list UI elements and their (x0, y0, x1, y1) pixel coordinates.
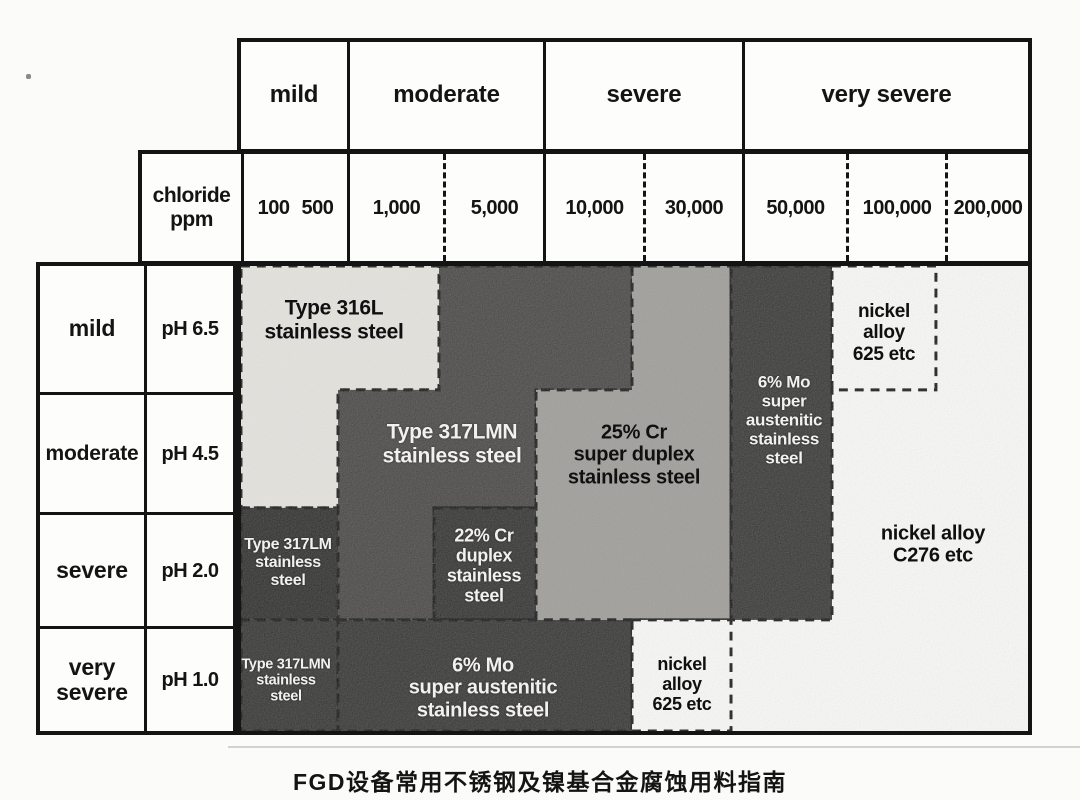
chloride-value-1000: 1,000 (347, 154, 443, 261)
chart-caption: FGD设备常用不锈钢及镍基合金腐蚀用料指南 (292, 769, 788, 795)
severity-header-mild: mild (269, 81, 319, 109)
row-severity-severe: severe (40, 512, 144, 626)
row-ph-1-0: pH 1.0 (144, 626, 233, 731)
row-severity-mild: mild (68, 315, 116, 342)
severity-header-moderate: moderate (347, 42, 543, 149)
chloride-axis-label: chloride ppm (152, 184, 231, 231)
severity-header-row: mild moderate severe very severe (237, 38, 1032, 153)
zone-shapes (241, 266, 1028, 731)
chloride-value-10000: 10,000 (543, 154, 643, 261)
severity-header-very-severe: very severe (742, 42, 1028, 149)
ph-header-table: mild pH 6.5 moderate pH 4.5 severe pH 2.… (36, 262, 237, 735)
row-ph-4-5: pH 4.5 (144, 392, 233, 512)
chloride-value-100-500: 100 500 (241, 154, 347, 261)
chloride-value-30000: 30,000 (643, 154, 742, 261)
zone-plot-area (237, 262, 1032, 735)
row-ph-6-5: pH 6.5 (144, 266, 233, 392)
scan-artifact-line (228, 746, 1080, 748)
severity-header-severe: severe (543, 42, 742, 149)
row-severity-very-severe: very severe (40, 626, 144, 731)
chloride-value-50000: 50,000 (742, 154, 846, 261)
chloride-value-100000: 100,000 (846, 154, 945, 261)
row-severity-moderate: moderate (40, 392, 144, 512)
chloride-value-200000: 200,000 (945, 154, 1028, 261)
scan-artifact-dot (26, 74, 31, 79)
grain-texture (241, 266, 1028, 731)
row-ph-2-0: pH 2.0 (144, 512, 233, 626)
chloride-value-5000: 5,000 (443, 154, 543, 261)
chloride-scale-row: chloride ppm 100 500 1,000 5,000 10,000 … (138, 150, 1032, 265)
